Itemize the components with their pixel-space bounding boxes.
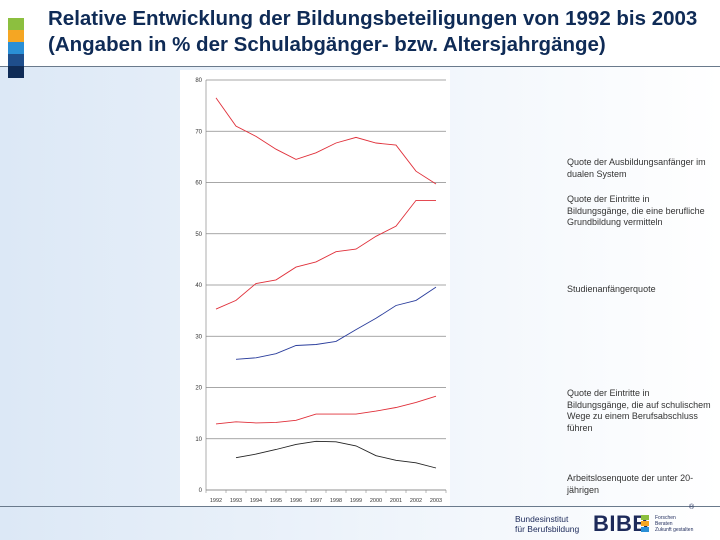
y-tick-label-0: 0 [199, 488, 203, 494]
y-tick-label-10: 10 [195, 437, 202, 443]
x-tick-label-2002: 2002 [410, 498, 422, 504]
logo-bar-green [641, 515, 649, 520]
y-tick-label-50: 50 [195, 232, 202, 238]
footer-divider [0, 506, 720, 507]
legend-label-berufliche-grundbildung: Quote der Eintritte in Bildungsgänge, di… [567, 194, 705, 227]
logo-wordmark: BIBB [593, 511, 649, 536]
logo-slogan-3: Zukunft gestalten [655, 527, 694, 533]
chart-panel: 0 10 20 30 40 50 60 70 80 1992 1993 1994 1995 1996 199… [180, 70, 450, 506]
y-tick-label-40: 40 [195, 283, 202, 289]
logo-institute-name: Bundesinstitut für Berufsbildung [515, 514, 579, 534]
x-tick-label-1994: 1994 [250, 498, 262, 504]
y-tick-label-60: 60 [195, 181, 202, 187]
logo-bar-orange [641, 521, 649, 526]
logo-slogan-1: Forschen [655, 515, 676, 521]
y-tick-label-80: 80 [195, 78, 202, 84]
y-tick-label-70: 70 [195, 129, 202, 135]
series-line-1 [215, 199, 436, 310]
line-chart: 0 10 20 30 40 50 60 70 80 1992 1993 1994 1995 1996 199… [195, 78, 447, 504]
registered-mark: ® [689, 504, 695, 511]
logo-slogan: Forschen Beraten Zukunft gestalten [655, 515, 693, 533]
series-line-0 [215, 97, 437, 185]
x-tick-label-2003: 2003 [430, 498, 442, 504]
legend-label-arbeitslosenquote: Arbeitslosenquote der unter 20-jährigen [567, 473, 694, 495]
x-tick-label-1997: 1997 [310, 498, 322, 504]
bibb-logo: Bundesinstitut für Berufsbildung BIBB Fo… [515, 504, 715, 536]
legend-label-ausbildungsanfaenger: Quote der Ausbildungsanfänger im dualen … [567, 157, 706, 179]
x-tick-label-2000: 2000 [370, 498, 382, 504]
x-tick-label-1995: 1995 [270, 498, 282, 504]
title-bar: Relative Entwicklung der Bildungsbeteili… [0, 0, 720, 78]
series-line-2 [235, 286, 437, 360]
y-tick-label-20: 20 [195, 386, 202, 392]
accent-block-darkblue [8, 54, 24, 66]
logo-line-1: Bundesinstitut [515, 514, 569, 524]
logo-line-2: für Berufsbildung [515, 524, 580, 534]
logo-color-bars [641, 515, 651, 533]
slide-title: Relative Entwicklung der Bildungsbeteili… [48, 7, 698, 56]
series-line-4 [235, 440, 437, 469]
logo-slogan-2: Beraten [655, 521, 673, 527]
x-tick-label-1999: 1999 [350, 498, 362, 504]
series-line-3 [215, 395, 437, 425]
x-tick-label-1998: 1998 [330, 498, 342, 504]
legend-label-studienanfaenger: Studienanfängerquote [567, 284, 656, 294]
accent-color-blocks [8, 18, 24, 78]
y-tick-label-30: 30 [195, 334, 202, 340]
accent-block-green [8, 18, 24, 30]
logo-bar-blue [641, 527, 649, 532]
x-tick-label-1992: 1992 [210, 498, 222, 504]
accent-block-orange [8, 30, 24, 42]
x-tick-label-1993: 1993 [230, 498, 242, 504]
x-tick-label-1996: 1996 [290, 498, 302, 504]
x-tick-label-2001: 2001 [390, 498, 402, 504]
accent-block-navy [8, 66, 24, 78]
accent-block-blue [8, 42, 24, 54]
legend-label-schulischer-berufsabschluss: Quote der Eintritte in Bildungsgänge, di… [567, 388, 711, 433]
